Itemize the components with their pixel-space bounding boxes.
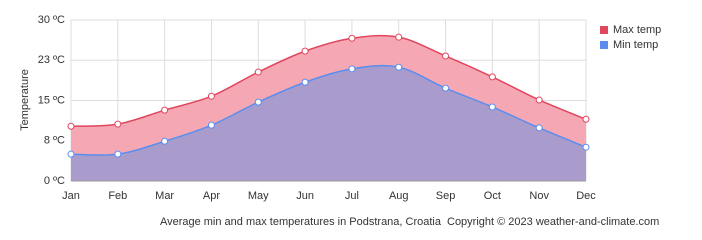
point xyxy=(207,121,215,129)
point xyxy=(254,98,262,106)
legend-swatch xyxy=(600,41,608,49)
line xyxy=(70,34,587,128)
point xyxy=(395,63,403,71)
point xyxy=(114,150,122,158)
copyright: Copyright © 2023 weather-and-climate.com xyxy=(447,216,659,228)
point xyxy=(582,115,590,123)
area xyxy=(71,65,586,181)
point xyxy=(67,122,75,130)
legend-label: Max temp xyxy=(613,24,661,36)
x-tick-label: Apr xyxy=(203,190,220,202)
x-tick-label: Jul xyxy=(345,190,359,202)
point xyxy=(535,124,543,132)
point xyxy=(301,78,309,86)
y-tick-label: 0 ºC xyxy=(44,175,65,187)
chart: Temperature Average min and max temperat… xyxy=(19,14,661,228)
point xyxy=(254,68,262,76)
y-tick-label: 23 ºC xyxy=(38,54,65,66)
x-tick-label: Nov xyxy=(529,190,549,202)
point xyxy=(114,120,122,128)
point xyxy=(535,96,543,104)
y-tick-label: 8 ºC xyxy=(44,135,65,147)
x-tick-label: Dec xyxy=(576,190,596,202)
legend-swatch xyxy=(600,26,608,34)
point xyxy=(442,84,450,92)
point xyxy=(348,65,356,73)
x-tick-label: May xyxy=(248,190,269,202)
caption: Average min and max temperatures in Pods… xyxy=(160,216,442,228)
point xyxy=(161,106,169,114)
point xyxy=(207,92,215,100)
point xyxy=(488,103,496,111)
point xyxy=(582,143,590,151)
y-tick-label: 15 ºC xyxy=(38,94,65,106)
y-axis-title: Temperature xyxy=(19,69,31,131)
x-tick-label: Jan xyxy=(62,190,80,202)
point xyxy=(442,52,450,60)
x-tick-label: Aug xyxy=(389,190,409,202)
x-tick-label: Jun xyxy=(296,190,314,202)
point xyxy=(348,34,356,42)
point xyxy=(161,137,169,145)
x-tick-label: Sep xyxy=(436,190,456,202)
point xyxy=(67,150,75,158)
y-tick-label: 30 ºC xyxy=(38,14,65,26)
line xyxy=(70,64,587,156)
x-tick-label: Oct xyxy=(484,190,501,202)
point xyxy=(301,47,309,55)
point xyxy=(395,33,403,41)
x-tick-label: Feb xyxy=(108,190,127,202)
point xyxy=(488,73,496,81)
x-tick-label: Mar xyxy=(155,190,174,202)
legend-label: Min temp xyxy=(613,39,658,51)
